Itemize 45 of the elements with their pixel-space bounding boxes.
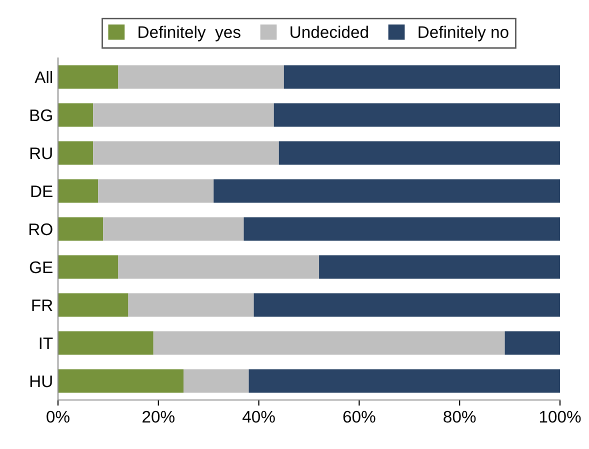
- bar: [118, 65, 284, 89]
- bar: [58, 179, 98, 203]
- bar: [58, 369, 184, 393]
- bar: [214, 179, 560, 203]
- y-tick-label: FR: [32, 300, 52, 312]
- bar: [118, 255, 320, 279]
- legend-label: Definitely yes: [138, 26, 240, 42]
- bar: [58, 255, 118, 279]
- x-tick-label: 80%: [444, 410, 476, 423]
- bar: [319, 255, 560, 279]
- x-tick-label: 40%: [242, 410, 275, 423]
- y-tick-label: GE: [30, 261, 52, 274]
- bar: [58, 141, 94, 165]
- x-tick-label: 20%: [142, 410, 174, 423]
- bar: [58, 217, 104, 241]
- bar: [153, 331, 505, 355]
- legend-label: Undecided: [290, 26, 368, 38]
- bar: [278, 141, 560, 165]
- bar: [284, 65, 560, 89]
- bar: [244, 217, 560, 241]
- bar: [93, 103, 274, 127]
- bar: [248, 369, 560, 393]
- y-tick-label: IT: [40, 338, 53, 350]
- y-tick-label: BG: [30, 109, 52, 122]
- y-tick-label: HU: [30, 376, 52, 388]
- x-tick-label: 0%: [46, 410, 70, 423]
- bar: [274, 103, 560, 127]
- x-tick-label: 100%: [540, 410, 581, 423]
- bar: [58, 103, 94, 127]
- bar: [93, 141, 279, 165]
- bar: [98, 179, 214, 203]
- bar: [128, 293, 254, 317]
- bar: [254, 293, 560, 317]
- y-tick-label: DE: [31, 186, 52, 198]
- bar: [504, 331, 560, 355]
- y-tick-label: RO: [30, 223, 52, 236]
- y-tick-label: All: [34, 70, 52, 84]
- x-tick-label: 60%: [343, 410, 376, 423]
- y-tick-label: RU: [30, 148, 52, 160]
- bar: [103, 217, 244, 241]
- legend-label: Definitely no: [418, 26, 508, 42]
- bar: [58, 65, 118, 89]
- bar: [58, 331, 154, 355]
- bar: [184, 369, 249, 393]
- bar: [58, 293, 128, 317]
